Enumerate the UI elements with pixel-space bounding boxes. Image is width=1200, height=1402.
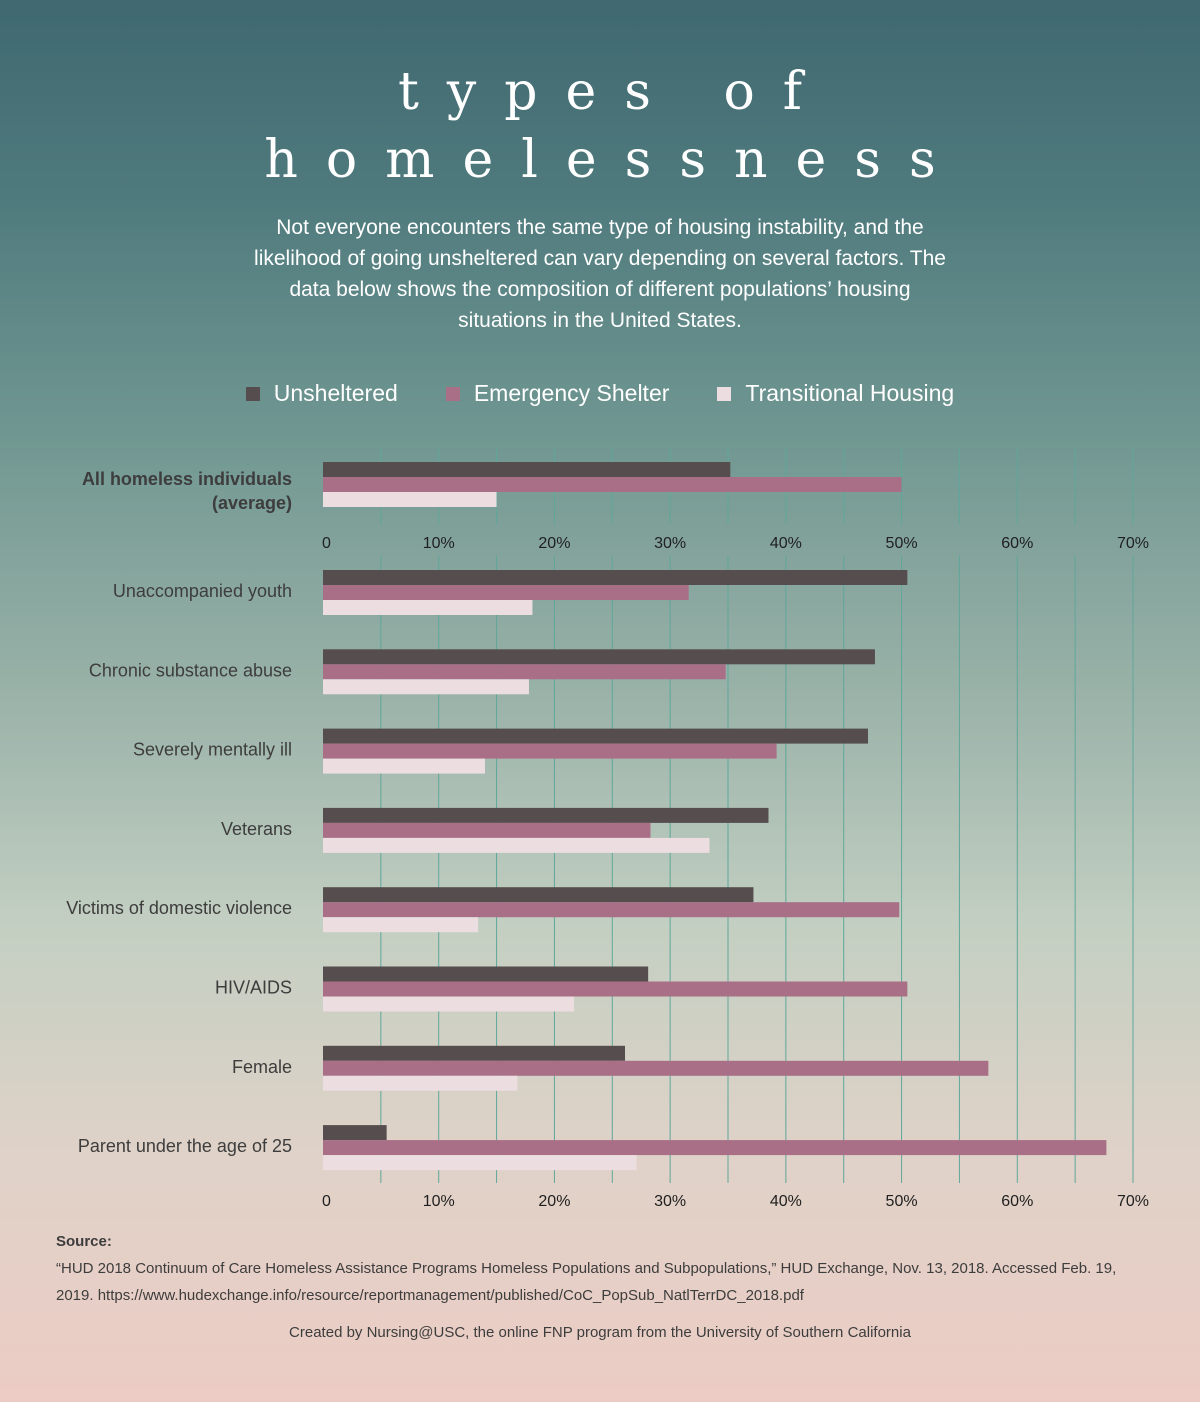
bar-chronic-substance-abuse-transitional-housing: [323, 679, 529, 695]
legend-label-transitional-housing: Transitional Housing: [745, 380, 955, 406]
bar-average-transitional-housing: [323, 492, 497, 507]
legend-item-unsheltered: Unsheltered: [245, 380, 398, 407]
legend-swatch-unsheltered: [245, 386, 260, 401]
bottom-axis-tick-30: 30%: [654, 1193, 686, 1210]
bar-unaccompanied-youth-transitional-housing: [323, 600, 533, 615]
bar-chronic-substance-abuse-unsheltered: [323, 649, 875, 665]
bottom-axis-tick-10: 10%: [423, 1193, 455, 1210]
chart-subtitle: Not everyone encounters the same type of…: [254, 216, 946, 332]
legend-label-emergency-shelter: Emergency Shelter: [473, 380, 670, 406]
bar-severely-mentally-ill-emergency-shelter: [323, 743, 777, 759]
bar-hiv-aids-unsheltered: [323, 966, 649, 982]
bar-parent-under-the-age-of-25-unsheltered: [323, 1125, 387, 1141]
chart-title: types of homelessness: [0, 58, 1200, 194]
legend-item-emergency-shelter: Emergency Shelter: [445, 380, 670, 407]
top-axis-tick-70: 70%: [1117, 535, 1149, 552]
bar-chronic-substance-abuse-emergency-shelter: [323, 664, 726, 680]
bar-severely-mentally-ill-unsheltered: [323, 728, 869, 744]
bottom-axis-tick-50: 50%: [886, 1193, 918, 1210]
legend-swatch-emergency-shelter: [445, 386, 460, 401]
bar-unaccompanied-youth-emergency-shelter: [323, 585, 689, 600]
bar-average-unsheltered: [323, 462, 731, 477]
category-label-unaccompanied-youth: Unaccompanied youth: [113, 581, 292, 601]
bottom-axis-tick-40: 40%: [770, 1193, 802, 1210]
legend: Unsheltered Emergency Shelter Transition…: [0, 380, 1200, 407]
category-label-victims-of-domestic-violence: Victims of domestic violence: [66, 898, 292, 918]
bottom-axis-tick-70: 70%: [1117, 1193, 1149, 1210]
bar-unaccompanied-youth-unsheltered: [323, 570, 908, 585]
legend-item-transitional-housing: Transitional Housing: [717, 380, 954, 407]
bar-veterans-emergency-shelter: [323, 822, 651, 838]
bar-parent-under-the-age-of-25-transitional-housing: [323, 1155, 637, 1171]
top-axis-tick-20: 20%: [538, 535, 570, 552]
bar-hiv-aids-transitional-housing: [323, 996, 575, 1012]
top-axis-tick-30: 30%: [654, 535, 686, 552]
bar-average-emergency-shelter: [323, 477, 902, 492]
top-axis-tick-40: 40%: [770, 535, 802, 552]
title-line-1: types of: [397, 62, 831, 122]
category-label-chronic-substance-abuse: Chronic substance abuse: [89, 660, 292, 680]
source-note: Source: “HUD 2018 Continuum of Care Home…: [56, 1228, 1136, 1309]
bar-parent-under-the-age-of-25-emergency-shelter: [323, 1140, 1107, 1156]
bottom-axis-tick-20: 20%: [538, 1193, 570, 1210]
bar-victims-of-domestic-violence-transitional-housing: [323, 917, 479, 933]
category-label-average-line-1: All homeless individuals: [82, 469, 292, 489]
category-label-parent-under-the-age-of-25: Parent under the age of 25: [78, 1136, 292, 1156]
source-label: Source:: [56, 1233, 112, 1250]
top-axis-tick-10: 10%: [423, 535, 455, 552]
bar-hiv-aids-emergency-shelter: [323, 981, 908, 997]
bar-victims-of-domestic-violence-emergency-shelter: [323, 902, 900, 918]
bar-victims-of-domestic-violence-unsheltered: [323, 887, 754, 903]
legend-label-unsheltered: Unsheltered: [273, 380, 398, 406]
top-axis-tick-0: 0: [322, 535, 331, 552]
category-label-average-line-2: (average): [212, 493, 292, 513]
top-axis-tick-60: 60%: [1001, 535, 1033, 552]
category-label-female: Female: [232, 1057, 292, 1077]
bar-veterans-unsheltered: [323, 807, 769, 823]
legend-swatch-transitional-housing: [717, 386, 732, 401]
title-line-2: homelessness: [264, 130, 964, 190]
category-label-hiv-aids: HIV/AIDS: [215, 978, 292, 998]
category-label-veterans: Veterans: [221, 819, 292, 839]
bar-veterans-transitional-housing: [323, 837, 710, 853]
bottom-axis-tick-0: 0: [322, 1193, 331, 1210]
bar-female-emergency-shelter: [323, 1060, 989, 1076]
source-text: “HUD 2018 Continuum of Care Homeless Ass…: [56, 1260, 1117, 1304]
top-axis-tick-50: 50%: [886, 535, 918, 552]
bottom-axis-tick-60: 60%: [1001, 1193, 1033, 1210]
bar-female-transitional-housing: [323, 1075, 518, 1091]
category-label-severely-mentally-ill: Severely mentally ill: [133, 740, 292, 760]
bar-female-unsheltered: [323, 1045, 626, 1061]
credit-line: Created by Nursing@USC, the online FNP p…: [289, 1324, 911, 1341]
bar-severely-mentally-ill-transitional-housing: [323, 758, 485, 774]
